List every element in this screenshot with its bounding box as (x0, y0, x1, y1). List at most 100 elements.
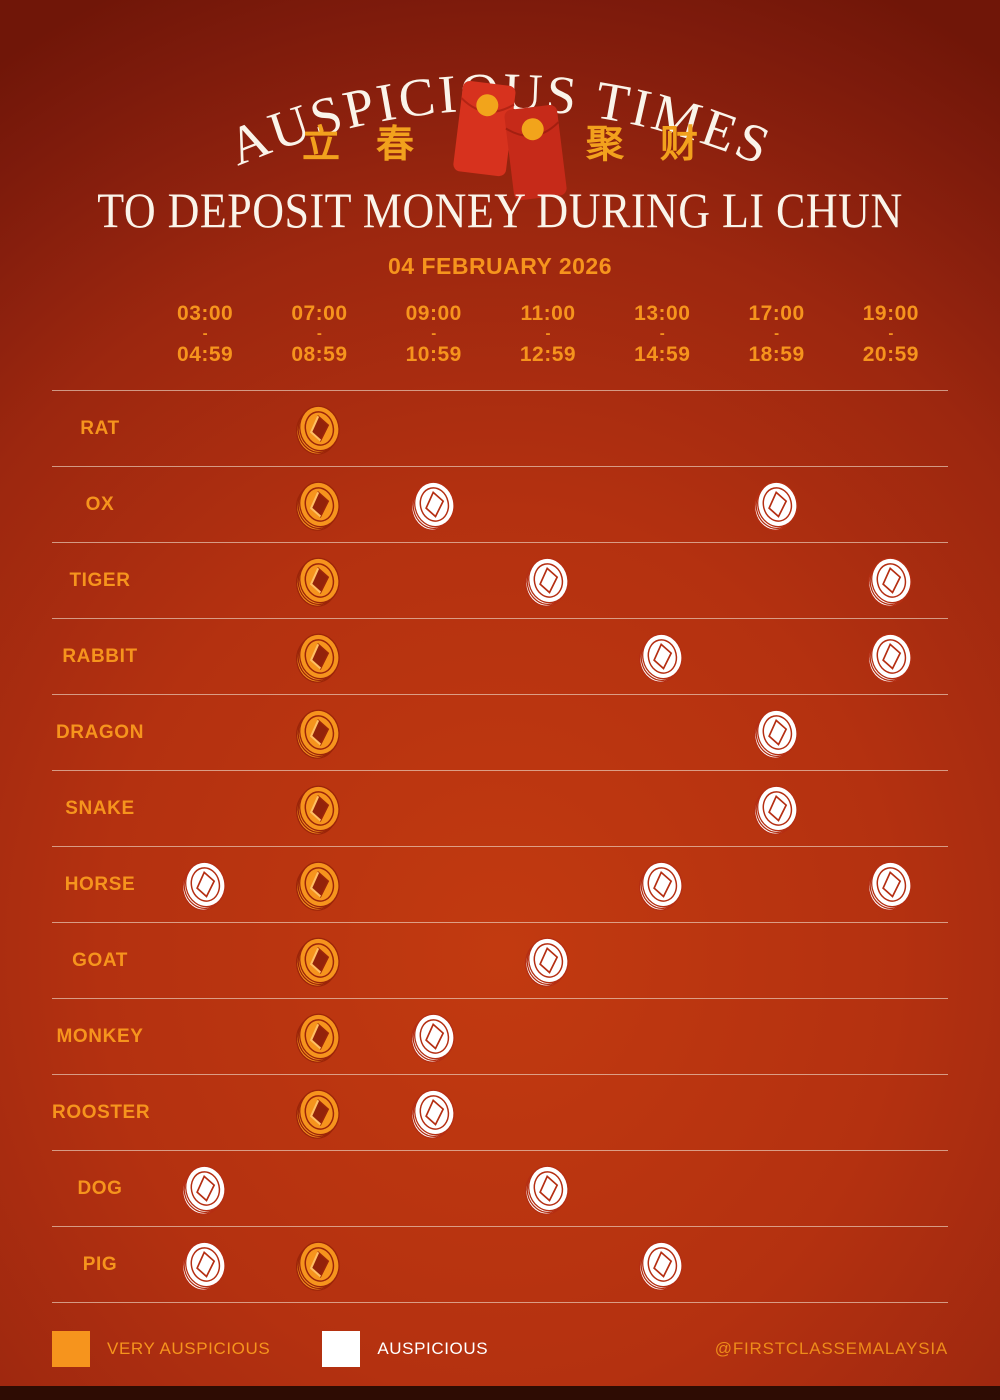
time-slot-header: 19:00-20:59 (834, 302, 948, 367)
chinese-ju-cai: 聚财 (586, 124, 735, 166)
table-cell (148, 467, 262, 542)
table-cell (262, 1151, 376, 1226)
very-auspicious-coin-icon (296, 405, 341, 455)
auspicious-coin-icon (410, 1089, 455, 1139)
very-auspicious-coin-icon (296, 861, 341, 911)
table-cell (491, 1075, 605, 1150)
time-slot-header: 17:00-18:59 (719, 302, 833, 367)
zodiac-label: ROOSTER (52, 1101, 151, 1123)
zodiac-label: DRAGON (55, 721, 145, 743)
table-cell (491, 771, 605, 846)
table-cell (605, 847, 719, 922)
time-dash: - (545, 325, 551, 342)
table-cell (262, 847, 376, 922)
table-cell (834, 923, 948, 998)
auspicious-coin-icon (525, 937, 569, 987)
auspicious-coin-icon (867, 557, 912, 607)
table-cell (719, 1227, 833, 1302)
table-cell (262, 695, 376, 770)
zodiac-label: SNAKE (65, 797, 135, 819)
very-auspicious-coin-icon (296, 557, 341, 607)
table-cell (834, 999, 948, 1074)
auspicious-coin-icon (867, 861, 912, 911)
table-cell (719, 619, 833, 694)
table-cell (834, 391, 948, 466)
table-cell (834, 467, 948, 542)
table-cell (148, 847, 262, 922)
auspicious-coin-icon (639, 1241, 683, 1291)
event-date: 04 FEBRUARY 2026 (387, 253, 613, 279)
time-start: 13:00 (634, 302, 691, 325)
auspicious-coin-icon (753, 785, 798, 835)
table-row: ROOSTER (52, 1074, 948, 1150)
table-row: DRAGON (52, 694, 948, 770)
time-end: 04:59 (177, 342, 234, 366)
table-cell (491, 695, 605, 770)
table-cell (719, 923, 833, 998)
table-cell (605, 391, 719, 466)
zodiac-label: PIG (82, 1253, 118, 1275)
table-cell (719, 1151, 833, 1226)
zodiac-label: TIGER (69, 569, 131, 591)
time-dash: - (659, 325, 665, 342)
table-cell (377, 771, 491, 846)
time-dash: - (431, 325, 437, 342)
time-start: 17:00 (748, 302, 805, 325)
table-row: RAT (52, 390, 948, 466)
auspicious-coin-icon (753, 709, 798, 759)
very-auspicious-coin-icon (296, 633, 341, 683)
very-auspicious-coin-icon (296, 1013, 341, 1063)
time-header-row: 03:00-04:59 07:00-08:59 09:00-10:59 11:00-1… (52, 290, 948, 390)
auspicious-coin-icon (410, 481, 455, 531)
zodiac-label: RABBIT (62, 645, 138, 667)
very-auspicious-coin-icon (296, 709, 341, 759)
auspicious-times-table: 03:00-04:59 07:00-08:59 09:00-10:59 11:00-1… (52, 290, 948, 1303)
table-cell (262, 923, 376, 998)
time-dash: - (774, 325, 780, 342)
very-auspicious-coin-icon (296, 1089, 341, 1139)
table-cell (491, 543, 605, 618)
table-cell (262, 391, 376, 466)
time-end: 18:59 (748, 342, 805, 366)
legend-label-very: VERY AUSPICIOUS (107, 1339, 271, 1358)
auspicious-coin-icon (753, 481, 798, 531)
table-cell (491, 1227, 605, 1302)
auspicious-coin-icon (525, 1165, 569, 1215)
time-start: 03:00 (177, 302, 234, 325)
table-cell (605, 619, 719, 694)
table-cell (719, 695, 833, 770)
zodiac-label: GOAT (72, 949, 128, 971)
table-cell (491, 999, 605, 1074)
table-cell (148, 695, 262, 770)
time-start: 09:00 (405, 302, 462, 325)
zodiac-label: MONKEY (56, 1025, 144, 1047)
chinese-li-chun: 立春 (302, 124, 451, 166)
time-dash: - (888, 325, 894, 342)
poster-header: AUSPICIOUS TIMES 立春 聚财 TO DEPOSIT MONEY … (0, 0, 1000, 290)
table-row: SNAKE (52, 770, 948, 846)
table-cell (262, 999, 376, 1074)
very-auspicious-coin-icon (296, 937, 341, 987)
time-end: 20:59 (862, 342, 919, 366)
table-row: OX (52, 466, 948, 542)
bottom-border-strip (0, 1386, 1000, 1400)
legend: VERY AUSPICIOUS AUSPICIOUS @FIRSTCLASSEM… (52, 1331, 948, 1367)
time-slot-header: 11:00-12:59 (491, 302, 605, 367)
social-handle: @FIRSTCLASSEMALAYSIA (714, 1339, 948, 1358)
time-slot-header: 13:00-14:59 (605, 302, 719, 367)
table-cell (834, 847, 948, 922)
table-cell (377, 1151, 491, 1226)
table-cell (148, 543, 262, 618)
table-cell (719, 1075, 833, 1150)
table-cell (148, 1227, 262, 1302)
table-cell (491, 1151, 605, 1226)
table-cell (262, 1075, 376, 1150)
auspicious-swatch (322, 1331, 361, 1367)
table-cell (491, 467, 605, 542)
table-cell (262, 467, 376, 542)
table-cell (605, 771, 719, 846)
time-dash: - (202, 325, 208, 342)
table-row: DOG (52, 1150, 948, 1226)
table-row: PIG (52, 1226, 948, 1302)
